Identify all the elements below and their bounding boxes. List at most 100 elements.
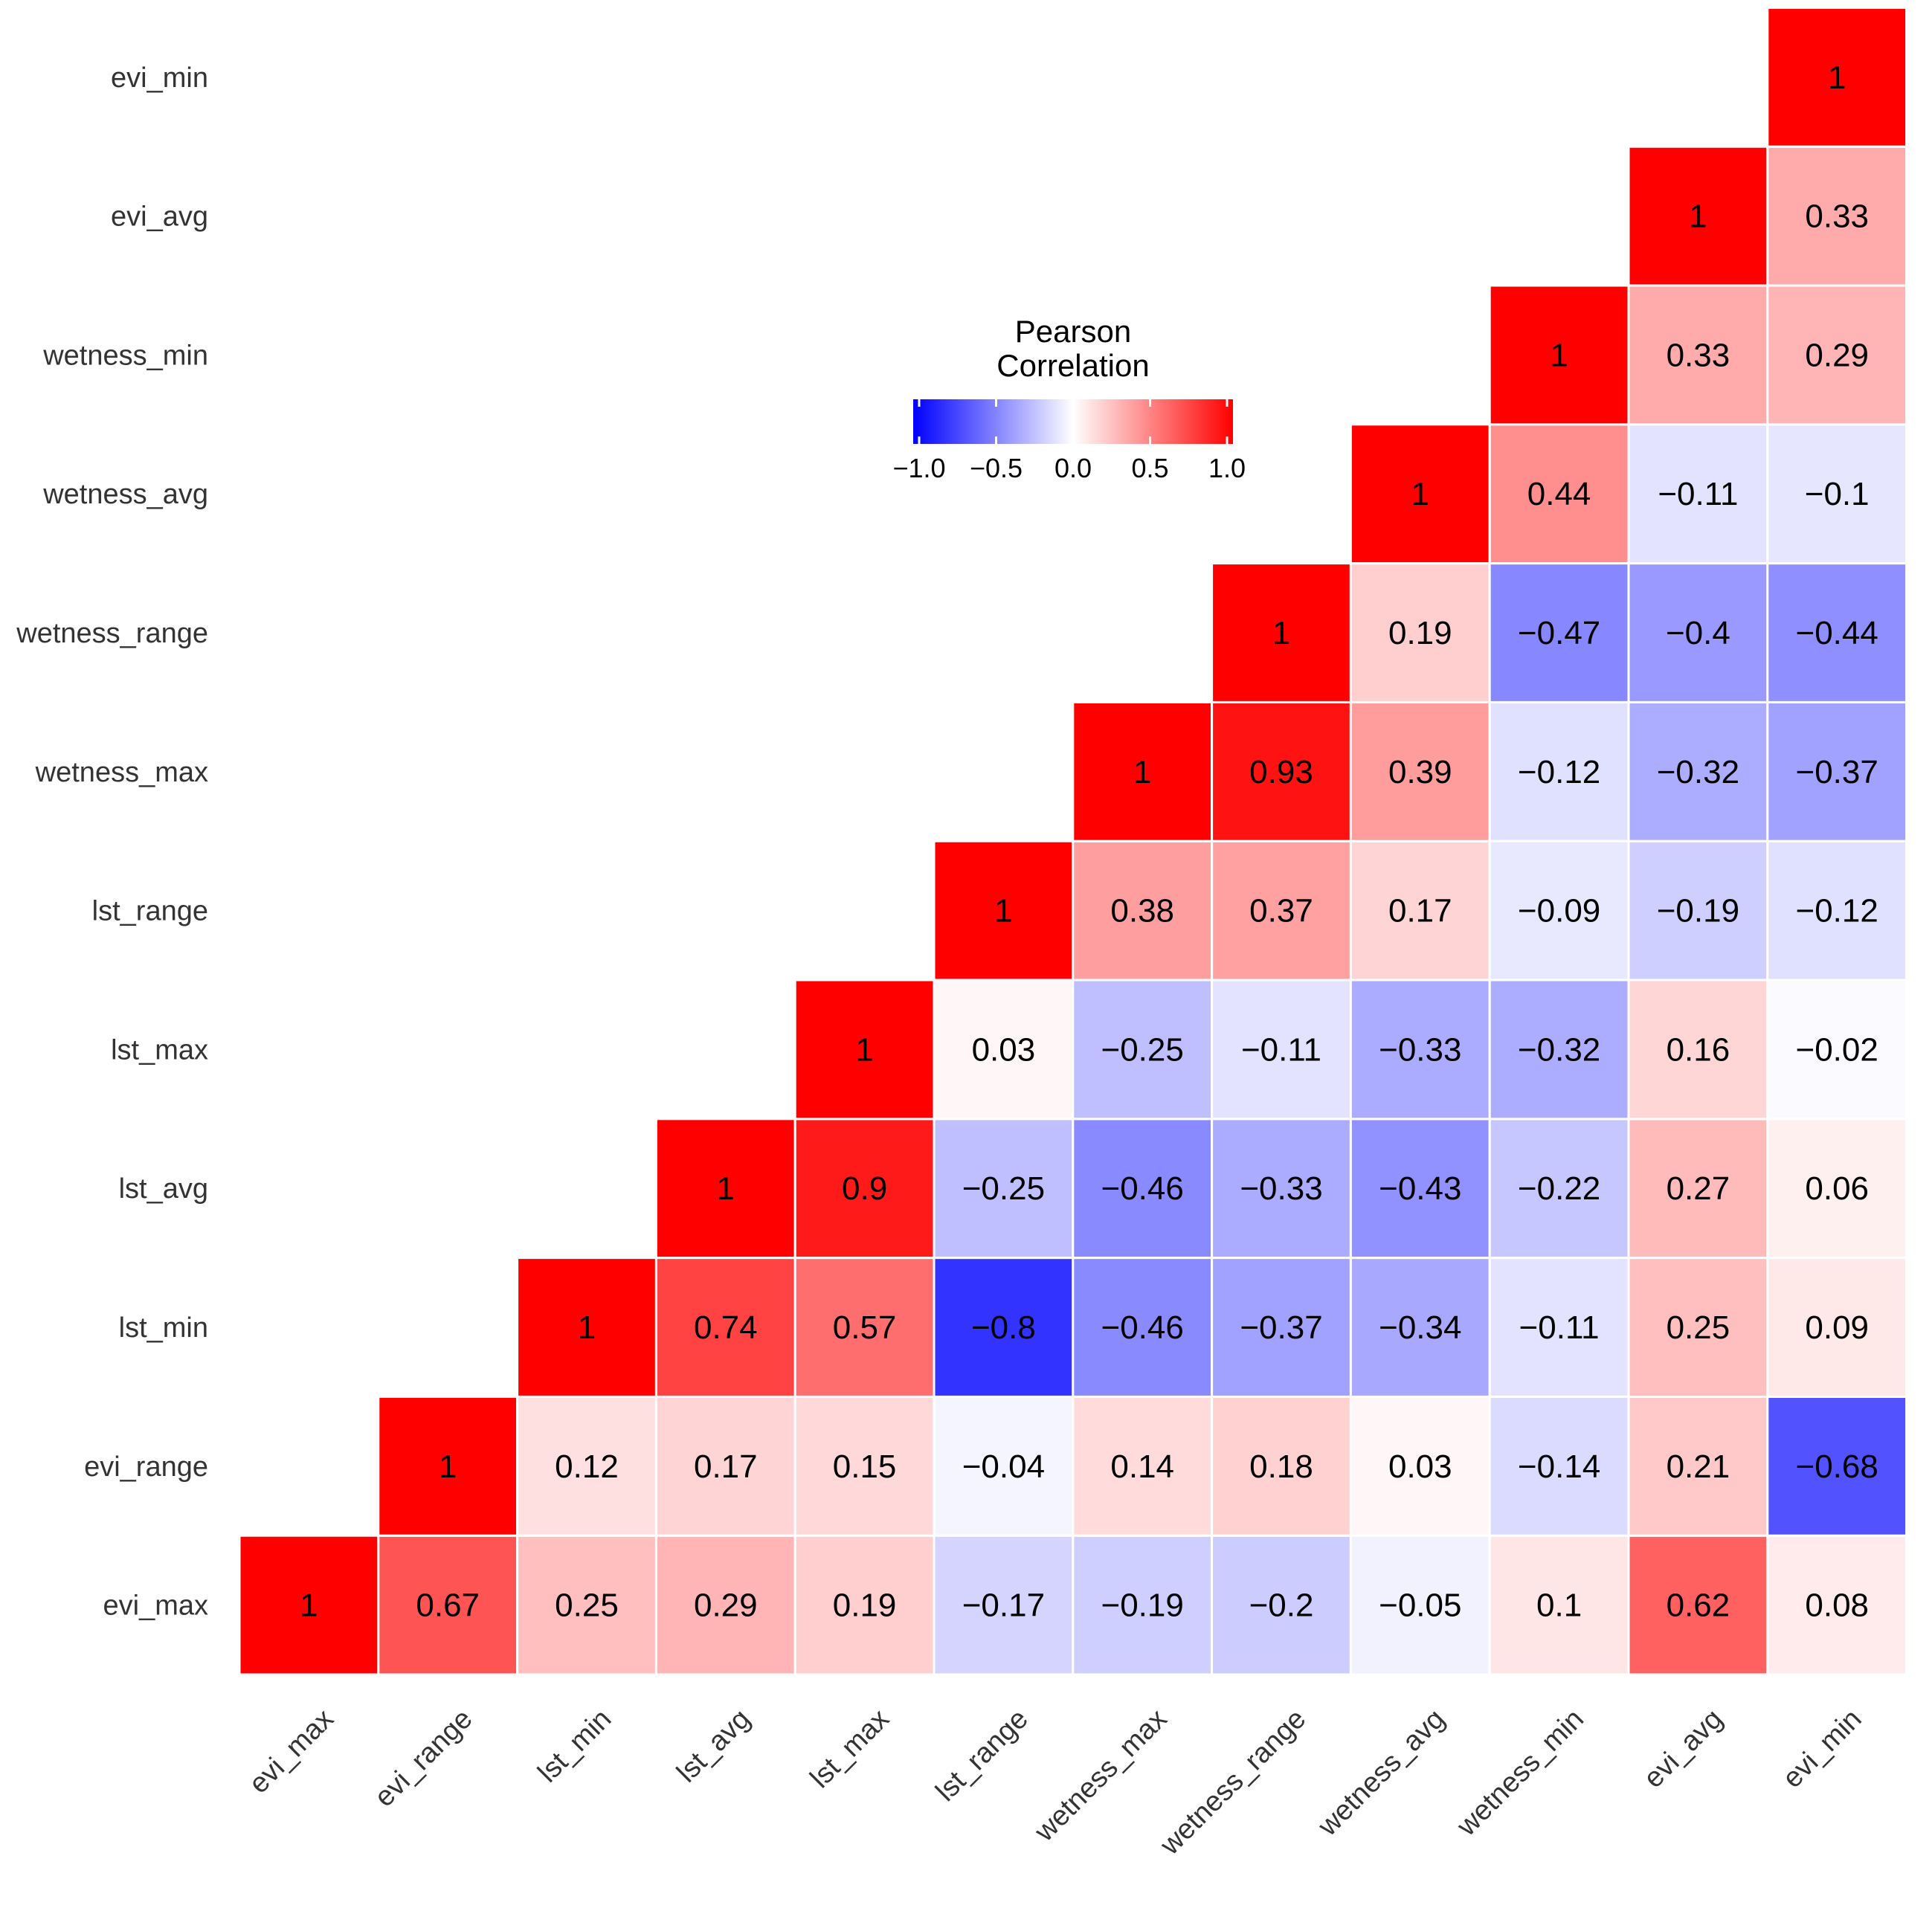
cell-wetness_avg-wetness_min (1488, 423, 1630, 565)
cell-value-lst_max-wetness_avg: −0.33 (1379, 1031, 1461, 1068)
cell-value-lst_max-wetness_range: −0.11 (1241, 1031, 1321, 1068)
cell-evi_range-lst_range (933, 1395, 1075, 1537)
cell-wetness_max-wetness_range (1211, 700, 1352, 842)
cell-value-wetness_range-wetness_range: 1 (1272, 615, 1290, 651)
cell-value-evi_max-wetness_min: 0.1 (1536, 1588, 1582, 1624)
cell-wetness_min-wetness_min (1488, 284, 1630, 426)
y-tick-evi_max: evi_max (103, 1590, 209, 1622)
cell-lst_range-wetness_min (1488, 839, 1630, 982)
cell-lst_min-wetness_max (1072, 1257, 1214, 1398)
x-tick-lst_min: lst_min (532, 1704, 618, 1789)
cell-value-lst_min-lst_max: 0.57 (833, 1309, 897, 1346)
cell-value-lst_range-evi_min: −0.12 (1796, 893, 1878, 929)
x-tick-evi_range: evi_range (369, 1704, 479, 1814)
y-tick-wetness_avg: wetness_avg (42, 479, 208, 510)
cell-evi_min-evi_min (1766, 6, 1908, 148)
cell-value-lst_avg-evi_avg: 0.27 (1667, 1170, 1730, 1207)
legend-tick-marks (918, 399, 1229, 444)
cell-lst_avg-wetness_range (1211, 1118, 1352, 1260)
cell-value-lst_max-lst_max: 1 (855, 1031, 873, 1068)
cell-evi_range-wetness_max (1072, 1395, 1214, 1537)
cell-value-lst_avg-wetness_min: −0.22 (1518, 1170, 1600, 1207)
cell-value-lst_avg-wetness_avg: −0.43 (1379, 1170, 1461, 1207)
cell-evi_max-lst_max (793, 1534, 936, 1676)
cell-lst_range-evi_min (1766, 839, 1908, 982)
y-tick-lst_range: lst_range (92, 896, 208, 927)
cell-value-lst_max-lst_range: 0.03 (972, 1031, 1036, 1068)
x-tick-lst_avg: lst_avg (671, 1704, 756, 1789)
cell-value-evi_range-wetness_min: −0.14 (1518, 1448, 1600, 1485)
cell-value-wetness_max-wetness_avg: 0.39 (1388, 754, 1452, 790)
cell-evi_max-evi_range (377, 1534, 519, 1676)
x-tick-wetness_avg: wetness_avg (1312, 1704, 1451, 1843)
cell-value-lst_max-evi_min: −0.02 (1796, 1031, 1878, 1068)
cell-value-lst_avg-wetness_range: −0.33 (1240, 1170, 1322, 1207)
y-tick-wetness_max: wetness_max (35, 757, 208, 788)
x-tick-evi_max: evi_max (243, 1704, 340, 1800)
cell-wetness_range-evi_min (1766, 562, 1908, 703)
cell-lst_max-wetness_max (1072, 979, 1214, 1121)
cell-value-evi_avg-evi_min: 0.33 (1805, 199, 1869, 235)
cell-evi_range-evi_range (377, 1395, 519, 1537)
cell-value-lst_range-evi_avg: −0.19 (1657, 893, 1739, 929)
cell-value-wetness_range-wetness_min: −0.47 (1518, 615, 1600, 651)
cell-lst_range-lst_range (933, 839, 1075, 982)
y-tick-lst_avg: lst_avg (119, 1173, 208, 1205)
cell-value-evi_range-evi_min: −0.68 (1796, 1448, 1878, 1485)
cell-value-lst_min-evi_avg: 0.25 (1667, 1309, 1730, 1346)
cell-lst_avg-evi_min (1766, 1118, 1908, 1260)
x-tick-evi_min: evi_min (1777, 1704, 1867, 1794)
cell-wetness_range-wetness_range (1211, 562, 1352, 703)
cell-value-evi_max-lst_range: −0.17 (962, 1588, 1045, 1624)
cell-evi_avg-evi_avg (1627, 145, 1769, 287)
cell-value-evi_max-lst_max: 0.19 (833, 1588, 897, 1624)
cell-value-lst_max-wetness_max: −0.25 (1101, 1031, 1184, 1068)
cell-lst_max-wetness_avg (1349, 979, 1491, 1121)
cell-wetness_max-wetness_min (1488, 700, 1630, 842)
cell-value-lst_avg-lst_avg: 1 (717, 1170, 735, 1207)
legend-title-line1: Pearson (1015, 314, 1131, 349)
x-axis-tick-labels: evi_max evi_range lst_min lst_avg lst_max lst… (243, 1704, 1868, 1862)
cell-value-lst_min-wetness_avg: −0.34 (1379, 1309, 1461, 1346)
legend-tick-label: 1.0 (1208, 453, 1246, 483)
cell-lst_max-evi_min (1766, 979, 1908, 1121)
cell-value-lst_avg-evi_min: 0.06 (1805, 1170, 1869, 1207)
cell-value-evi_max-wetness_max: −0.19 (1101, 1588, 1184, 1624)
cell-lst_avg-evi_avg (1627, 1118, 1769, 1260)
cell-wetness_max-wetness_avg (1349, 700, 1491, 842)
cell-wetness_max-wetness_max (1072, 700, 1214, 842)
y-tick-lst_max: lst_max (111, 1034, 208, 1066)
cell-lst_range-wetness_avg (1349, 839, 1491, 982)
x-tick-evi_avg: evi_avg (1638, 1704, 1728, 1794)
cell-value-lst_min-evi_min: 0.09 (1805, 1309, 1869, 1346)
cell-lst_max-evi_avg (1627, 979, 1769, 1121)
cell-value-wetness_max-evi_min: −0.37 (1796, 754, 1878, 790)
cell-value-wetness_avg-wetness_avg: 1 (1411, 476, 1429, 512)
cell-value-lst_range-wetness_range: 0.37 (1249, 893, 1313, 929)
x-tick-lst_max: lst_max (805, 1704, 895, 1794)
cell-value-evi_max-evi_min: 0.08 (1805, 1588, 1869, 1624)
cell-value-evi_range-lst_avg: 0.17 (694, 1448, 758, 1485)
cell-value-evi_max-wetness_avg: −0.05 (1379, 1588, 1461, 1624)
cell-value-evi_range-lst_max: 0.15 (833, 1448, 897, 1485)
cell-value-evi_range-wetness_range: 0.18 (1249, 1448, 1313, 1485)
cell-value-lst_min-wetness_min: −0.11 (1519, 1309, 1600, 1346)
legend-tick-label: 0.5 (1131, 453, 1168, 483)
cell-value-wetness_avg-evi_avg: −0.11 (1658, 476, 1738, 512)
cell-value-evi_max-evi_range: 0.67 (416, 1588, 480, 1624)
x-tick-wetness_min: wetness_min (1451, 1704, 1590, 1843)
cell-value-wetness_range-evi_avg: −0.4 (1666, 615, 1730, 651)
cell-value-wetness_max-wetness_min: −0.12 (1518, 754, 1600, 790)
legend-title-line2: Correlation (996, 348, 1149, 383)
y-tick-evi_min: evi_min (111, 62, 208, 94)
cell-value-lst_max-evi_avg: 0.16 (1667, 1031, 1730, 1068)
cell-lst_avg-lst_avg (654, 1118, 796, 1260)
cell-value-evi_max-wetness_range: −0.2 (1249, 1588, 1314, 1624)
cell-evi_max-lst_range (933, 1534, 1075, 1676)
legend-tick-labels: −1.0 −0.5 0.0 0.5 1.0 (892, 453, 1246, 483)
cell-evi_max-evi_min (1766, 1534, 1908, 1676)
cell-wetness_max-evi_avg (1627, 700, 1769, 842)
cell-value-evi_range-lst_range: −0.04 (962, 1448, 1045, 1485)
x-tick-wetness_range: wetness_range (1154, 1704, 1313, 1862)
